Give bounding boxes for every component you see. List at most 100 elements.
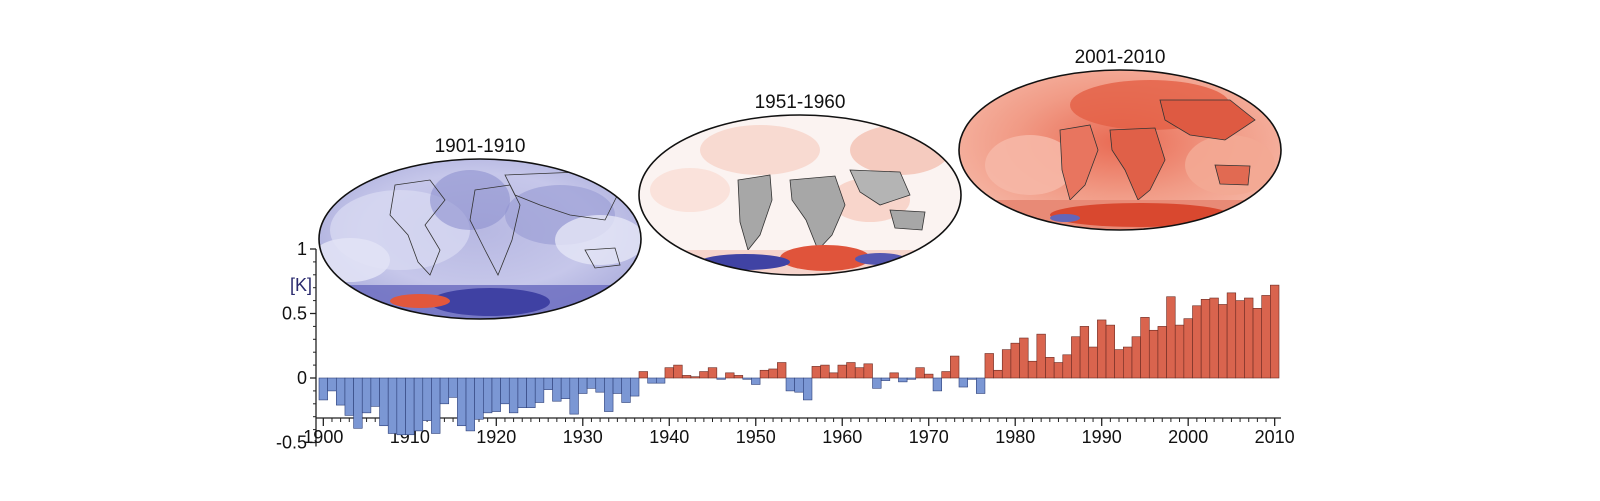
bar-1933 bbox=[604, 377, 614, 412]
bar-1900 bbox=[318, 377, 328, 401]
bar-1937 bbox=[638, 371, 648, 379]
bar-1911 bbox=[413, 377, 424, 432]
bar-1997 bbox=[1157, 326, 1167, 379]
map-2001-2010: 2001-2010 bbox=[958, 47, 1282, 231]
bar-1908 bbox=[387, 377, 398, 434]
bar-1983 bbox=[1036, 333, 1046, 379]
bar-1970 bbox=[924, 373, 934, 379]
x-tick-label: 1980 bbox=[995, 427, 1035, 447]
map-1951-1960: 1951-1960 bbox=[638, 92, 962, 276]
bar-1990 bbox=[1097, 319, 1107, 379]
bar-1907 bbox=[379, 377, 389, 427]
bar-1993 bbox=[1123, 346, 1133, 379]
bar-2000 bbox=[1183, 318, 1193, 379]
bar-1965 bbox=[880, 377, 891, 381]
bar-1927 bbox=[552, 377, 562, 402]
x-tick-label: 1990 bbox=[1082, 427, 1122, 447]
y-tick-label: -0.5 bbox=[276, 433, 307, 453]
bar-1956 bbox=[803, 377, 813, 401]
bar-1996 bbox=[1148, 329, 1159, 379]
bar-1942 bbox=[681, 375, 692, 379]
y-axis-unit-label: [K] bbox=[290, 275, 312, 295]
bar-1950 bbox=[751, 377, 761, 385]
x-tick-label: 1930 bbox=[563, 427, 603, 447]
bar-1977 bbox=[984, 353, 994, 379]
bar-2003 bbox=[1209, 297, 1219, 379]
x-tick-label: 2000 bbox=[1168, 427, 1208, 447]
bar-1906 bbox=[370, 377, 380, 407]
bar-1926 bbox=[543, 377, 553, 390]
bar-1968 bbox=[906, 377, 917, 380]
map-title-2001-2010: 2001-2010 bbox=[1075, 47, 1166, 68]
bar-1984 bbox=[1045, 357, 1055, 379]
anomaly-bar-chart: [K] 10.50-0.5 1900 1910 1920 1930 1940 1950 19… bbox=[276, 239, 1295, 453]
bar-1940 bbox=[664, 367, 674, 379]
y-axis: 1 0.5 0 -0.5 bbox=[276, 239, 317, 453]
bar-1975 bbox=[967, 377, 977, 380]
bar-1921 bbox=[500, 377, 510, 405]
bar-2007 bbox=[1244, 297, 1254, 379]
bar-1960 bbox=[837, 364, 847, 379]
bar-1943 bbox=[690, 376, 700, 379]
bar-1925 bbox=[534, 377, 545, 403]
bar-1903 bbox=[344, 377, 354, 416]
bar-1912 bbox=[422, 377, 432, 421]
bar-1918 bbox=[474, 377, 484, 420]
bar-2004 bbox=[1218, 304, 1228, 379]
bar-2008 bbox=[1252, 308, 1263, 379]
bar-1939 bbox=[655, 377, 666, 384]
bar-1961 bbox=[846, 362, 856, 379]
bar-1995 bbox=[1140, 317, 1150, 379]
bar-1978 bbox=[993, 369, 1003, 379]
bar-2001 bbox=[1192, 305, 1202, 379]
bar-2010 bbox=[1270, 284, 1280, 379]
x-tick-label: 1970 bbox=[909, 427, 949, 447]
bar-1980 bbox=[1010, 342, 1020, 379]
bar-1938 bbox=[647, 377, 657, 384]
bar-1945 bbox=[707, 367, 718, 379]
bar-1987 bbox=[1071, 336, 1081, 379]
bar-1994 bbox=[1131, 336, 1141, 379]
bar-1953 bbox=[777, 362, 787, 379]
bar-1972 bbox=[941, 371, 951, 379]
bar-1931 bbox=[586, 377, 597, 389]
bar-1949 bbox=[742, 377, 752, 380]
bar-1904 bbox=[353, 377, 363, 429]
bar-1902 bbox=[335, 377, 346, 406]
map-title-1951-1960: 1951-1960 bbox=[755, 92, 846, 113]
bar-2006 bbox=[1235, 300, 1245, 379]
bar-1910 bbox=[405, 377, 415, 436]
x-axis: 1900 1910 1920 1930 1940 1950 1960 1970 1980 1990… bbox=[303, 417, 1295, 447]
bar-1922 bbox=[508, 377, 519, 414]
map-1901-1910: 1901-1910 bbox=[318, 136, 642, 320]
y-tick-label: 0 bbox=[297, 368, 307, 388]
map-title-1901-1910: 1901-1910 bbox=[435, 136, 526, 157]
bar-1930 bbox=[578, 377, 588, 394]
bar-1934 bbox=[612, 377, 623, 394]
x-tick-label: 1920 bbox=[476, 427, 516, 447]
bar-1976 bbox=[975, 377, 986, 394]
bar-1915 bbox=[448, 377, 458, 398]
bar-1919 bbox=[483, 377, 493, 414]
bar-1901 bbox=[327, 377, 337, 392]
bar-1905 bbox=[361, 377, 372, 414]
bar-1947 bbox=[725, 372, 735, 379]
bar-1991 bbox=[1105, 324, 1115, 379]
bar-1959 bbox=[828, 372, 839, 379]
bar-1951 bbox=[759, 369, 770, 379]
bar-2002 bbox=[1200, 299, 1211, 379]
bar-1909 bbox=[396, 377, 406, 436]
bar-1962 bbox=[854, 367, 865, 379]
bar-1992 bbox=[1114, 349, 1124, 379]
bar-1979 bbox=[1001, 349, 1012, 379]
bar-1989 bbox=[1088, 346, 1098, 379]
bar-1952 bbox=[768, 368, 778, 379]
bar-1982 bbox=[1027, 360, 1038, 379]
x-tick-label: 1900 bbox=[303, 427, 343, 447]
bar-1917 bbox=[465, 377, 475, 432]
bar-1928 bbox=[560, 377, 571, 399]
x-tick-label: 1960 bbox=[822, 427, 862, 447]
x-tick-label: 2010 bbox=[1255, 427, 1295, 447]
bar-1967 bbox=[898, 377, 908, 383]
